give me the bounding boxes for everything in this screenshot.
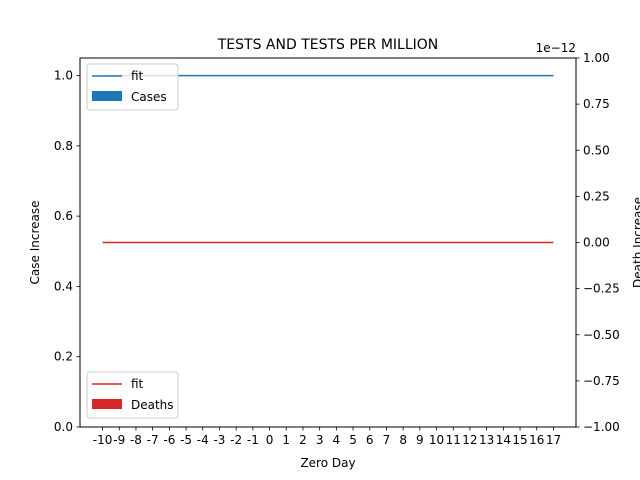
x-tick-label: 10	[429, 433, 444, 447]
x-tick-label: 3	[316, 433, 324, 447]
x-tick-label: 13	[479, 433, 494, 447]
right-y-tick-label: 0.00	[583, 236, 610, 250]
chart-title: TESTS AND TESTS PER MILLION	[217, 37, 439, 53]
x-tick-label: -5	[180, 433, 192, 447]
left-y-tick-label: 0.6	[54, 209, 73, 223]
right-y-tick-label: −1.00	[583, 420, 620, 434]
left-y-tick-label: 1.0	[54, 69, 73, 83]
right-y-tick-label: 0.25	[583, 189, 610, 203]
left-y-tick-label: 0.2	[54, 350, 73, 364]
x-tick-label: 17	[546, 433, 561, 447]
x-axis-label: Zero Day	[300, 456, 355, 470]
x-tick-label: -10	[93, 433, 113, 447]
x-tick-label: 2	[299, 433, 307, 447]
right-y-tick-label: −0.25	[583, 282, 620, 296]
right-y-tick-label: 0.75	[583, 97, 610, 111]
legend-bar-swatch	[92, 91, 122, 101]
x-tick-label: -8	[130, 433, 142, 447]
x-tick-label: 9	[416, 433, 424, 447]
x-tick-label: 14	[496, 433, 511, 447]
x-tick-label: 0	[266, 433, 274, 447]
x-tick-label: 4	[333, 433, 341, 447]
x-tick-label: 5	[349, 433, 357, 447]
x-tick-label: -2	[230, 433, 242, 447]
x-tick-label: 15	[512, 433, 527, 447]
x-tick-label: -4	[197, 433, 209, 447]
x-tick-label: -3	[213, 433, 225, 447]
right-y-tick-label: 1.00	[583, 51, 610, 65]
x-tick-label: 16	[529, 433, 544, 447]
right-axis-offset-text: 1e−12	[536, 41, 576, 55]
x-tick-label: 6	[366, 433, 374, 447]
x-tick-label: 7	[383, 433, 391, 447]
x-tick-label: -1	[247, 433, 259, 447]
right-y-tick-label: 0.50	[583, 143, 610, 157]
x-tick-label: 1	[282, 433, 290, 447]
legend-label: fit	[131, 69, 144, 83]
x-tick-label: 12	[462, 433, 477, 447]
legend-deaths: fit Deaths	[86, 371, 179, 419]
axes: -10 -9 -8 -7 -6 -5 -4 -3 -2 -1 0 1 2 3 4 5 6 7 8 9 10 11 12 13 1…	[54, 51, 620, 447]
legend-cases: fit Cases	[86, 63, 179, 111]
y-axis-label: Case Increase	[28, 201, 42, 285]
legend-bar-swatch	[92, 399, 122, 409]
right-y-tick-label: −0.75	[583, 374, 620, 388]
left-y-tick-label: 0.0	[54, 420, 73, 434]
x-tick-label: -6	[163, 433, 175, 447]
right-y-tick-label: −0.50	[583, 328, 620, 342]
left-y-tick-label: 0.4	[54, 279, 73, 293]
legend-label: Deaths	[131, 398, 174, 412]
x-tick-label: 8	[399, 433, 407, 447]
x-tick-label: -9	[113, 433, 125, 447]
legend-label: Cases	[131, 90, 167, 104]
legend-label: fit	[131, 377, 144, 391]
left-y-tick-label: 0.8	[54, 139, 73, 153]
x-tick-label: -7	[147, 433, 159, 447]
right-y-axis-label: Death Increase	[631, 197, 640, 288]
x-tick-label: 11	[446, 433, 461, 447]
